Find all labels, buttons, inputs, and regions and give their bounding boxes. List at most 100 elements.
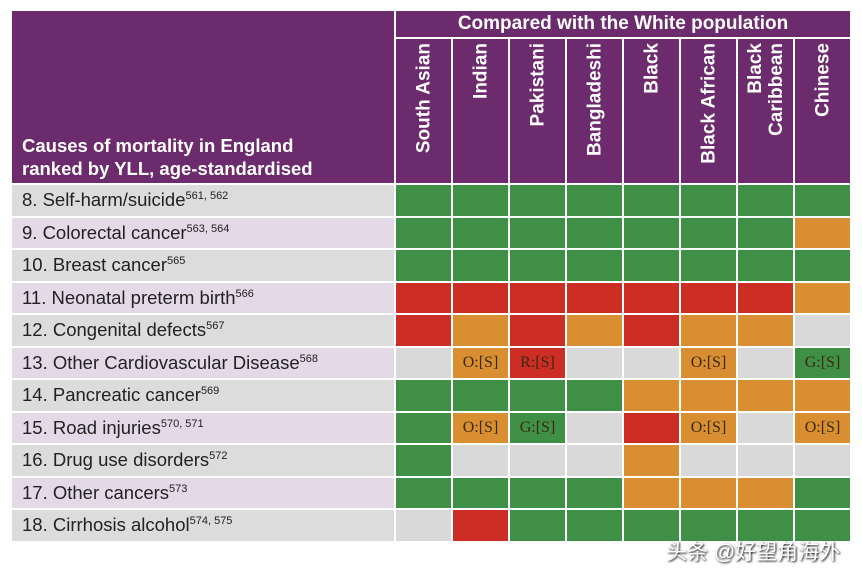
- cause-name: 13. Other Cardiovascular Disease: [22, 351, 300, 373]
- column-header: Chinese: [793, 37, 852, 185]
- reference-numbers: 570, 571: [160, 417, 204, 430]
- cause-name: 16. Drug use disorders: [22, 449, 210, 471]
- comparison-cell: O:[S]: [679, 410, 738, 445]
- comparison-cell: [565, 280, 624, 315]
- table-row: 18. Cirrhosis alcohol574, 575: [10, 508, 852, 543]
- suppressed-marker: O:[S]: [804, 418, 841, 436]
- comparison-cell: [508, 508, 567, 543]
- comparison-cell: [508, 248, 567, 283]
- comparison-cell: [508, 215, 567, 250]
- table-row: 9. Colorectal cancer563, 564: [10, 215, 852, 250]
- comparison-cell: [508, 183, 567, 218]
- comparison-cell: [736, 280, 795, 315]
- comparison-cell: [679, 248, 738, 283]
- comparison-cell: [679, 443, 738, 478]
- comparison-cell: R:[S]: [508, 345, 567, 380]
- cause-label: 18. Cirrhosis alcohol574, 575: [10, 508, 396, 543]
- table-row: 17. Other cancers573: [10, 475, 852, 510]
- comparison-cell: [394, 475, 453, 510]
- reference-numbers: 567: [206, 320, 225, 333]
- comparison-cell: [793, 508, 852, 543]
- comparison-cell: [793, 313, 852, 348]
- comparison-cell: [565, 345, 624, 380]
- comparison-cell: [679, 215, 738, 250]
- table-row: 8. Self-harm/suicide561, 562: [10, 183, 852, 218]
- comparison-cell: [394, 378, 453, 413]
- comparison-cell: [679, 313, 738, 348]
- comparison-cell: [793, 248, 852, 283]
- comparison-cell: [565, 183, 624, 218]
- column-header: Black: [622, 37, 681, 185]
- cause-name: 17. Other cancers: [22, 481, 170, 503]
- table-row: 14. Pancreatic cancer569: [10, 378, 852, 413]
- comparison-cell: [508, 475, 567, 510]
- cause-name: 14. Pancreatic cancer: [22, 384, 201, 406]
- comparison-cell: [622, 378, 681, 413]
- table-row: 13. Other Cardiovascular Disease568 O:[S]…: [10, 345, 852, 380]
- column-label: Indian: [470, 43, 491, 99]
- comparison-cell: [622, 508, 681, 543]
- comparison-cell: [622, 410, 681, 445]
- table-row: 12. Congenital defects567: [10, 313, 852, 348]
- table-row: 16. Drug use disorders572: [10, 443, 852, 478]
- reference-numbers: 573: [169, 482, 188, 495]
- causes-header: Causes of mortality in England ranked by …: [10, 9, 396, 185]
- suppressed-marker: R:[S]: [520, 353, 555, 371]
- comparison-cell: [508, 443, 567, 478]
- column-header: South Asian: [394, 37, 453, 185]
- cause-label: 12. Congenital defects567: [10, 313, 396, 348]
- reference-numbers: 569: [200, 385, 220, 398]
- reference-numbers: 566: [235, 287, 254, 300]
- column-header: Bangladeshi: [565, 37, 624, 185]
- cause-label: 8. Self-harm/suicide561, 562: [10, 183, 396, 218]
- column-header: Indian: [451, 37, 510, 185]
- suppressed-marker: O:[S]: [462, 418, 499, 436]
- column-label: Black African: [698, 43, 719, 164]
- cause-label: 10. Breast cancer565: [10, 248, 396, 283]
- suppressed-marker: G:[S]: [519, 418, 556, 436]
- comparison-cell: [451, 183, 510, 218]
- comparison-cell: [736, 345, 795, 380]
- comparison-cell: O:[S]: [451, 410, 510, 445]
- comparison-cell: [793, 475, 852, 510]
- comparison-cell: [508, 378, 567, 413]
- comparison-cell: [736, 313, 795, 348]
- cause-name: 11. Neonatal preterm birth: [22, 286, 236, 308]
- suppressed-marker: O:[S]: [690, 418, 727, 436]
- column-label: Pakistani: [527, 43, 548, 127]
- comparison-cell: [394, 345, 453, 380]
- comparison-cell: [736, 183, 795, 218]
- column-label: Black Caribbean: [744, 43, 787, 136]
- cause-name: 10. Breast cancer: [22, 254, 167, 276]
- cause-name: 9. Colorectal cancer: [22, 221, 187, 243]
- column-label: Bangladeshi: [584, 43, 605, 156]
- comparison-cell: [451, 280, 510, 315]
- causes-title-line2: ranked by YLL, age-standardised: [22, 158, 313, 179]
- comparison-cell: [565, 248, 624, 283]
- comparison-cell: [451, 475, 510, 510]
- comparison-cell: [394, 215, 453, 250]
- comparison-cell: O:[S]: [679, 345, 738, 380]
- comparison-cell: [565, 508, 624, 543]
- comparison-cell: [622, 345, 681, 380]
- reference-numbers: 568: [299, 352, 318, 365]
- comparison-cell: [679, 378, 738, 413]
- comparison-cell: [793, 280, 852, 315]
- comparison-cell: [622, 248, 681, 283]
- suppressed-marker: O:[S]: [462, 353, 499, 371]
- reference-numbers: 574, 575: [189, 515, 233, 528]
- cause-label: 17. Other cancers573: [10, 475, 396, 510]
- suppressed-marker: O:[S]: [690, 353, 727, 371]
- comparison-cell: [679, 280, 738, 315]
- comparison-cell: [679, 183, 738, 218]
- table-row: 10. Breast cancer565: [10, 248, 852, 283]
- column-header: Black African: [679, 37, 738, 185]
- comparison-cell: [394, 248, 453, 283]
- cause-name: 8. Self-harm/suicide: [22, 189, 186, 211]
- comparison-cell: [736, 378, 795, 413]
- reference-numbers: 561, 562: [185, 190, 229, 203]
- comparison-cell: [451, 313, 510, 348]
- comparison-cell: [565, 215, 624, 250]
- comparison-cell: [622, 280, 681, 315]
- table-row: 15. Road injuries570, 571 O:[S] G:[S] O:[S]…: [10, 410, 852, 445]
